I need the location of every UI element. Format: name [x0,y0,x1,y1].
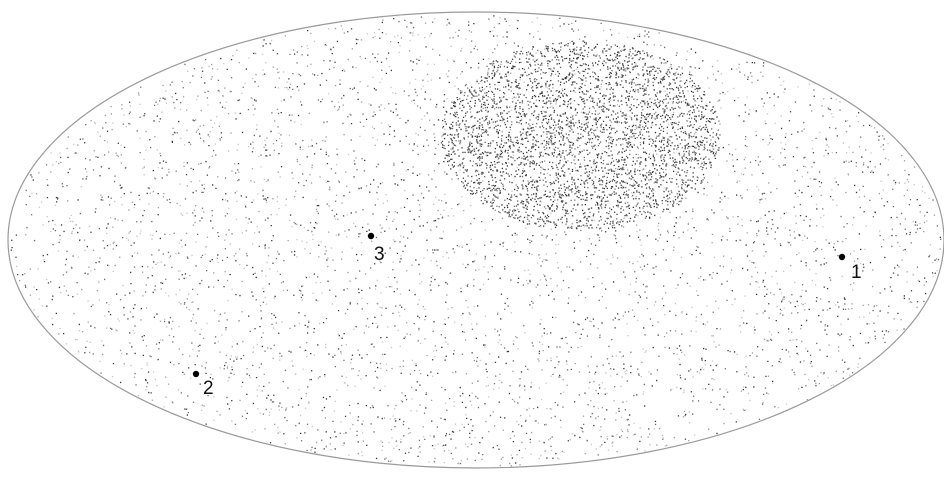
projection-outline [7,11,944,469]
marker-label: 2 [203,378,214,399]
marker-dot [838,253,846,261]
marker-label: 3 [374,244,385,265]
marker-label: 1 [851,262,862,283]
marker-dot [192,370,200,378]
scatter-dots [24,16,942,465]
marker-dot [367,232,375,240]
source-scatter [10,15,942,467]
